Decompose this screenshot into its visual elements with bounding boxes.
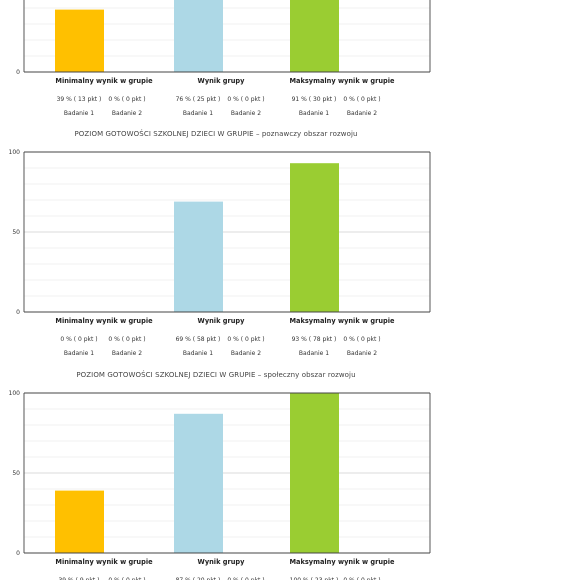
category-label: Minimalny wynik w grupie bbox=[55, 77, 153, 85]
bar bbox=[174, 0, 223, 72]
value-label: 39 % ( 13 pkt ) bbox=[57, 96, 102, 103]
y-tick-label: 0 bbox=[16, 309, 20, 316]
value-label: 0 % ( 0 pkt ) bbox=[108, 96, 145, 103]
category-label: Wynik grupy bbox=[198, 77, 246, 85]
value-label: 0 % ( 0 pkt ) bbox=[343, 96, 380, 103]
bar bbox=[55, 9, 104, 73]
value-label: 91 % ( 30 pkt ) bbox=[292, 96, 337, 103]
value-label: 87 % ( 20 pkt ) bbox=[176, 577, 221, 580]
value-label: 0 % ( 0 pkt ) bbox=[227, 96, 264, 103]
study-label: Badanie 1 bbox=[183, 350, 213, 357]
value-label: 0 % ( 0 pkt ) bbox=[108, 336, 145, 343]
y-tick-label: 0 bbox=[16, 550, 20, 557]
value-label: 0 % ( 0 pkt ) bbox=[343, 577, 380, 580]
value-label: 93 % ( 78 pkt ) bbox=[292, 336, 337, 343]
value-label: 39 % ( 9 pkt ) bbox=[58, 577, 99, 580]
category-label: Minimalny wynik w grupie bbox=[55, 558, 153, 566]
value-label: 0 % ( 0 pkt ) bbox=[227, 336, 264, 343]
y-tick-label: 50 bbox=[12, 470, 20, 477]
study-label: Badanie 1 bbox=[299, 350, 329, 357]
value-label: 0 % ( 0 pkt ) bbox=[343, 336, 380, 343]
value-label: 0 % ( 0 pkt ) bbox=[108, 577, 145, 580]
y-tick-label: 100 bbox=[9, 390, 21, 397]
study-label: Badanie 1 bbox=[299, 110, 329, 117]
value-label: 76 % ( 25 pkt ) bbox=[176, 96, 221, 103]
study-label: Badanie 2 bbox=[347, 350, 377, 357]
category-label: Maksymalny wynik w grupie bbox=[289, 317, 395, 325]
category-label: Wynik grupy bbox=[198, 317, 246, 325]
value-label: 100 % ( 23 pkt ) bbox=[290, 577, 339, 580]
study-label: Badanie 1 bbox=[183, 110, 213, 117]
chart-title: POZIOM GOTOWOŚCI SZKOLNEJ DZIECI W GRUPI… bbox=[74, 129, 357, 138]
y-tick-label: 0 bbox=[16, 69, 20, 76]
bar bbox=[290, 163, 339, 312]
y-tick-label: 50 bbox=[12, 229, 20, 236]
category-label: Maksymalny wynik w grupie bbox=[289, 558, 395, 566]
value-label: 0 % ( 0 pkt ) bbox=[227, 577, 264, 580]
category-label: Wynik grupy bbox=[198, 558, 246, 566]
study-label: Badanie 2 bbox=[231, 350, 261, 357]
bar bbox=[174, 413, 223, 553]
study-label: Badanie 1 bbox=[64, 110, 94, 117]
study-label: Badanie 2 bbox=[112, 350, 142, 357]
chart-title: POZIOM GOTOWOŚCI SZKOLNEJ DZIECI W GRUPI… bbox=[76, 370, 355, 379]
study-label: Badanie 2 bbox=[347, 110, 377, 117]
value-label: 69 % ( 58 pkt ) bbox=[176, 336, 221, 343]
value-label: 0 % ( 0 pkt ) bbox=[60, 336, 97, 343]
bar bbox=[290, 0, 339, 73]
bar bbox=[174, 201, 223, 312]
study-label: Badanie 1 bbox=[64, 350, 94, 357]
category-label: Minimalny wynik w grupie bbox=[55, 317, 153, 325]
bar bbox=[290, 393, 339, 553]
study-label: Badanie 2 bbox=[231, 110, 261, 117]
study-label: Badanie 2 bbox=[112, 110, 142, 117]
category-label: Maksymalny wynik w grupie bbox=[289, 77, 395, 85]
y-tick-label: 100 bbox=[9, 149, 21, 156]
bar bbox=[55, 490, 104, 553]
